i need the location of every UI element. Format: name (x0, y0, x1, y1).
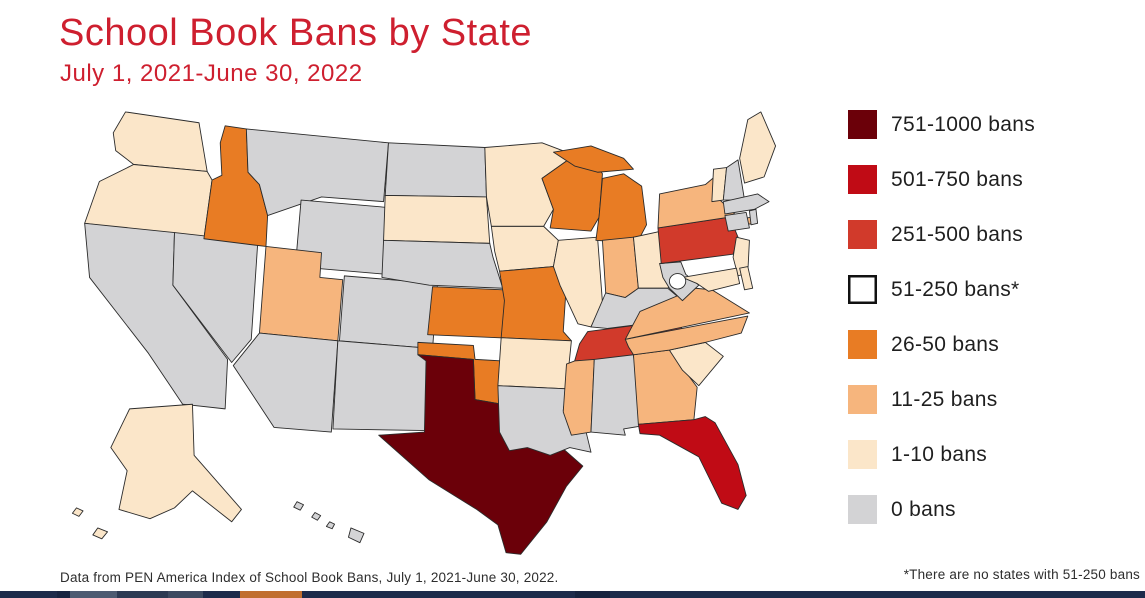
state-in (602, 237, 638, 297)
legend-item-11-25: 11-25 bans (848, 385, 1144, 414)
state-fl (638, 417, 746, 510)
state-hi (294, 502, 304, 511)
source-note: Data from PEN America Index of School Bo… (60, 570, 559, 585)
legend-item-51-250: 51-250 bans* (848, 275, 1144, 304)
state-ak (72, 508, 83, 517)
strip-segment-1 (57, 591, 70, 598)
state-ia (491, 226, 558, 271)
legend-label-26-50: 26-50 bans (891, 332, 1000, 356)
us-choropleth-map (52, 98, 836, 562)
legend-item-1-10: 1-10 bans (848, 440, 1144, 469)
legend-item-26-50: 26-50 bans (848, 330, 1144, 359)
state-me (740, 112, 776, 183)
state-mi (596, 174, 647, 244)
legend-label-501-750: 501-750 bans (891, 167, 1024, 191)
legend-label-0: 0 bans (891, 497, 956, 521)
legend-swatch-51-250 (848, 275, 877, 304)
us-map-svg (52, 98, 836, 562)
dc-callout-circle (669, 274, 685, 289)
state-ak (93, 528, 108, 539)
strip-segment-4 (168, 591, 203, 598)
state-sd (384, 195, 490, 243)
strip-segment-6 (575, 591, 610, 598)
legend-item-251-500: 251-500 bans (848, 220, 1144, 249)
state-ri (749, 209, 757, 224)
strip-segment-3 (117, 591, 168, 598)
legend-swatch-26-50 (848, 330, 877, 359)
state-co (339, 276, 437, 349)
state-ct (725, 212, 750, 231)
page-title: School Book Bans by State (59, 12, 533, 54)
state-ak (111, 404, 242, 522)
asterisk-note: *There are no states with 51-250 bans (903, 567, 1140, 582)
state-nd (385, 143, 486, 197)
strip-segment-2 (70, 591, 117, 598)
bottom-strip (0, 591, 1145, 598)
legend-label-251-500: 251-500 bans (891, 222, 1024, 246)
legend-item-751-1000: 751-1000 bans (848, 110, 1144, 139)
legend-label-1-10: 1-10 bans (891, 442, 988, 466)
state-hi (348, 528, 364, 543)
state-ms (563, 359, 594, 435)
legend-label-11-25: 11-25 bans (891, 387, 998, 411)
legend-item-0: 0 bans (848, 495, 1144, 524)
legend-swatch-501-750 (848, 165, 877, 194)
state-mi (553, 146, 633, 172)
state-ar (498, 338, 572, 389)
legend-swatch-11-25 (848, 385, 877, 414)
legend-item-501-750: 501-750 bans (848, 165, 1144, 194)
state-wa (113, 112, 207, 172)
legend-swatch-251-500 (848, 220, 877, 249)
state-az (233, 333, 338, 432)
legend-label-751-1000: 751-1000 bans (891, 112, 1036, 136)
state-hi (312, 513, 321, 521)
state-de (740, 267, 753, 290)
legend-swatch-1-10 (848, 440, 877, 469)
legend-label-51-250: 51-250 bans* (891, 277, 1020, 301)
state-hi (326, 522, 334, 529)
state-nc (625, 316, 748, 355)
legend-swatch-751-1000 (848, 110, 877, 139)
legend-swatch-0 (848, 495, 877, 524)
state-ma (723, 194, 769, 214)
state-md (682, 268, 739, 291)
strip-segment-5 (240, 591, 302, 598)
map-legend: 751-1000 bans 501-750 bans 251-500 bans 51-… (848, 110, 1144, 524)
state-il (553, 237, 602, 327)
page-subtitle: July 1, 2021-June 30, 2022 (60, 60, 363, 87)
